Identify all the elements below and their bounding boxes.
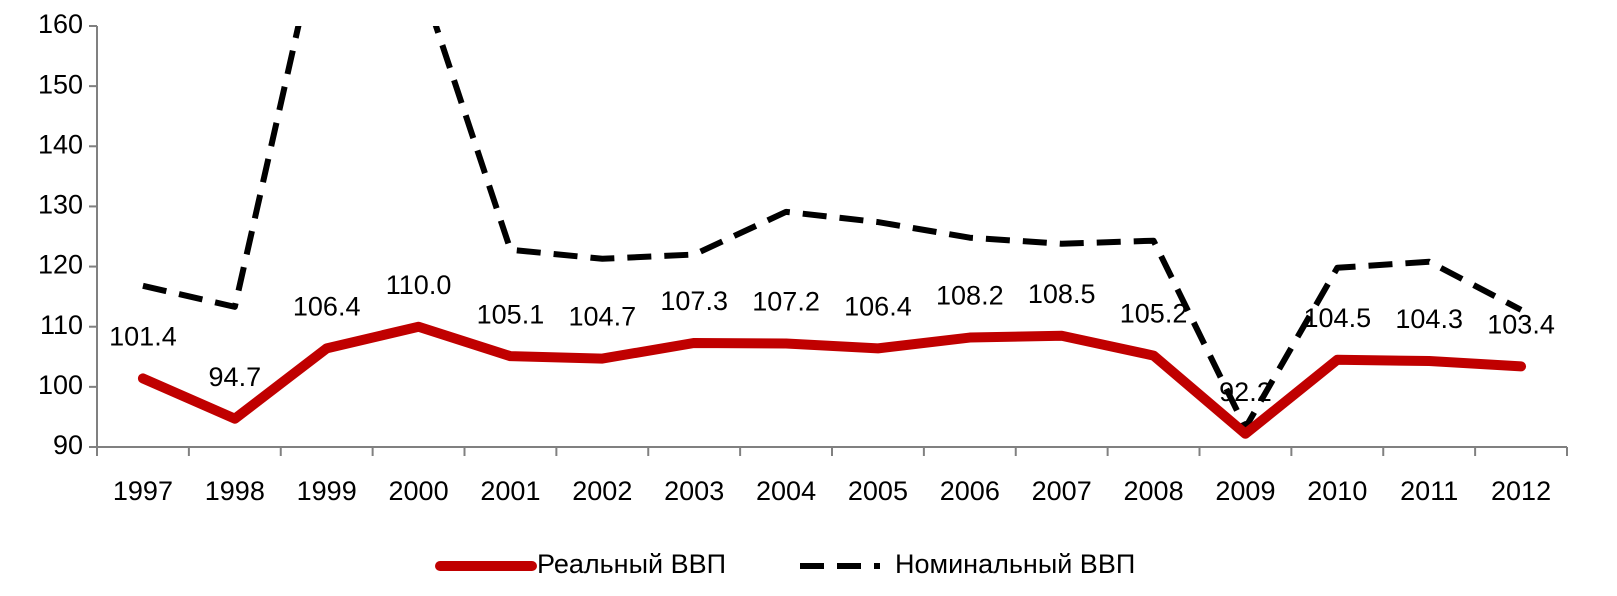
data-label: 106.4 <box>293 291 361 321</box>
y-tick-label: 120 <box>38 250 83 280</box>
x-tick-label: 2001 <box>480 476 540 506</box>
x-tick-label: 2005 <box>848 476 908 506</box>
series-line <box>142 26 1523 431</box>
x-tick-label: 2002 <box>572 476 632 506</box>
data-label: 104.7 <box>569 302 637 332</box>
x-tick-label: 2004 <box>756 476 816 506</box>
data-label: 104.5 <box>1304 303 1372 333</box>
data-label: 105.2 <box>1120 299 1188 329</box>
plot-area <box>137 26 1527 439</box>
y-tick-label: 160 <box>38 9 83 39</box>
data-label: 92.2 <box>1219 377 1272 407</box>
data-label: 107.2 <box>752 287 820 317</box>
x-tick-label: 2012 <box>1491 476 1551 506</box>
y-tick-label: 150 <box>38 69 83 99</box>
x-tick-label: 2007 <box>1032 476 1092 506</box>
x-tick-label: 2000 <box>389 476 449 506</box>
y-tick-label: 110 <box>40 310 83 340</box>
legend-label: Реальный ВВП <box>537 549 726 579</box>
data-label: 108.5 <box>1028 279 1096 309</box>
legend-label: Номинальный ВВП <box>895 549 1135 579</box>
y-tick-label: 140 <box>38 129 83 159</box>
data-label: 108.2 <box>936 281 1004 311</box>
data-label: 110.0 <box>386 270 452 300</box>
y-tick-label: 90 <box>53 430 83 460</box>
data-label: 94.7 <box>209 362 262 392</box>
data-label: 104.3 <box>1395 304 1463 334</box>
x-tick-label: 2003 <box>664 476 724 506</box>
data-label: 103.4 <box>1487 310 1555 340</box>
data-label: 107.3 <box>660 286 728 316</box>
y-tick-label: 100 <box>38 370 83 400</box>
x-tick-label: 1999 <box>297 476 357 506</box>
x-tick-label: 1997 <box>113 476 173 506</box>
x-tick-label: 1998 <box>205 476 265 506</box>
data-label: 105.1 <box>477 299 545 329</box>
x-tick-label: 2008 <box>1124 476 1184 506</box>
y-tick-label: 130 <box>38 190 83 220</box>
x-tick-label: 2006 <box>940 476 1000 506</box>
x-tick-label: 2009 <box>1215 476 1275 506</box>
x-tick-label: 2010 <box>1307 476 1367 506</box>
data-label: 101.4 <box>109 322 177 352</box>
data-label: 106.4 <box>844 291 912 321</box>
series-line <box>137 321 1527 439</box>
x-tick-label: 2011 <box>1400 476 1458 506</box>
